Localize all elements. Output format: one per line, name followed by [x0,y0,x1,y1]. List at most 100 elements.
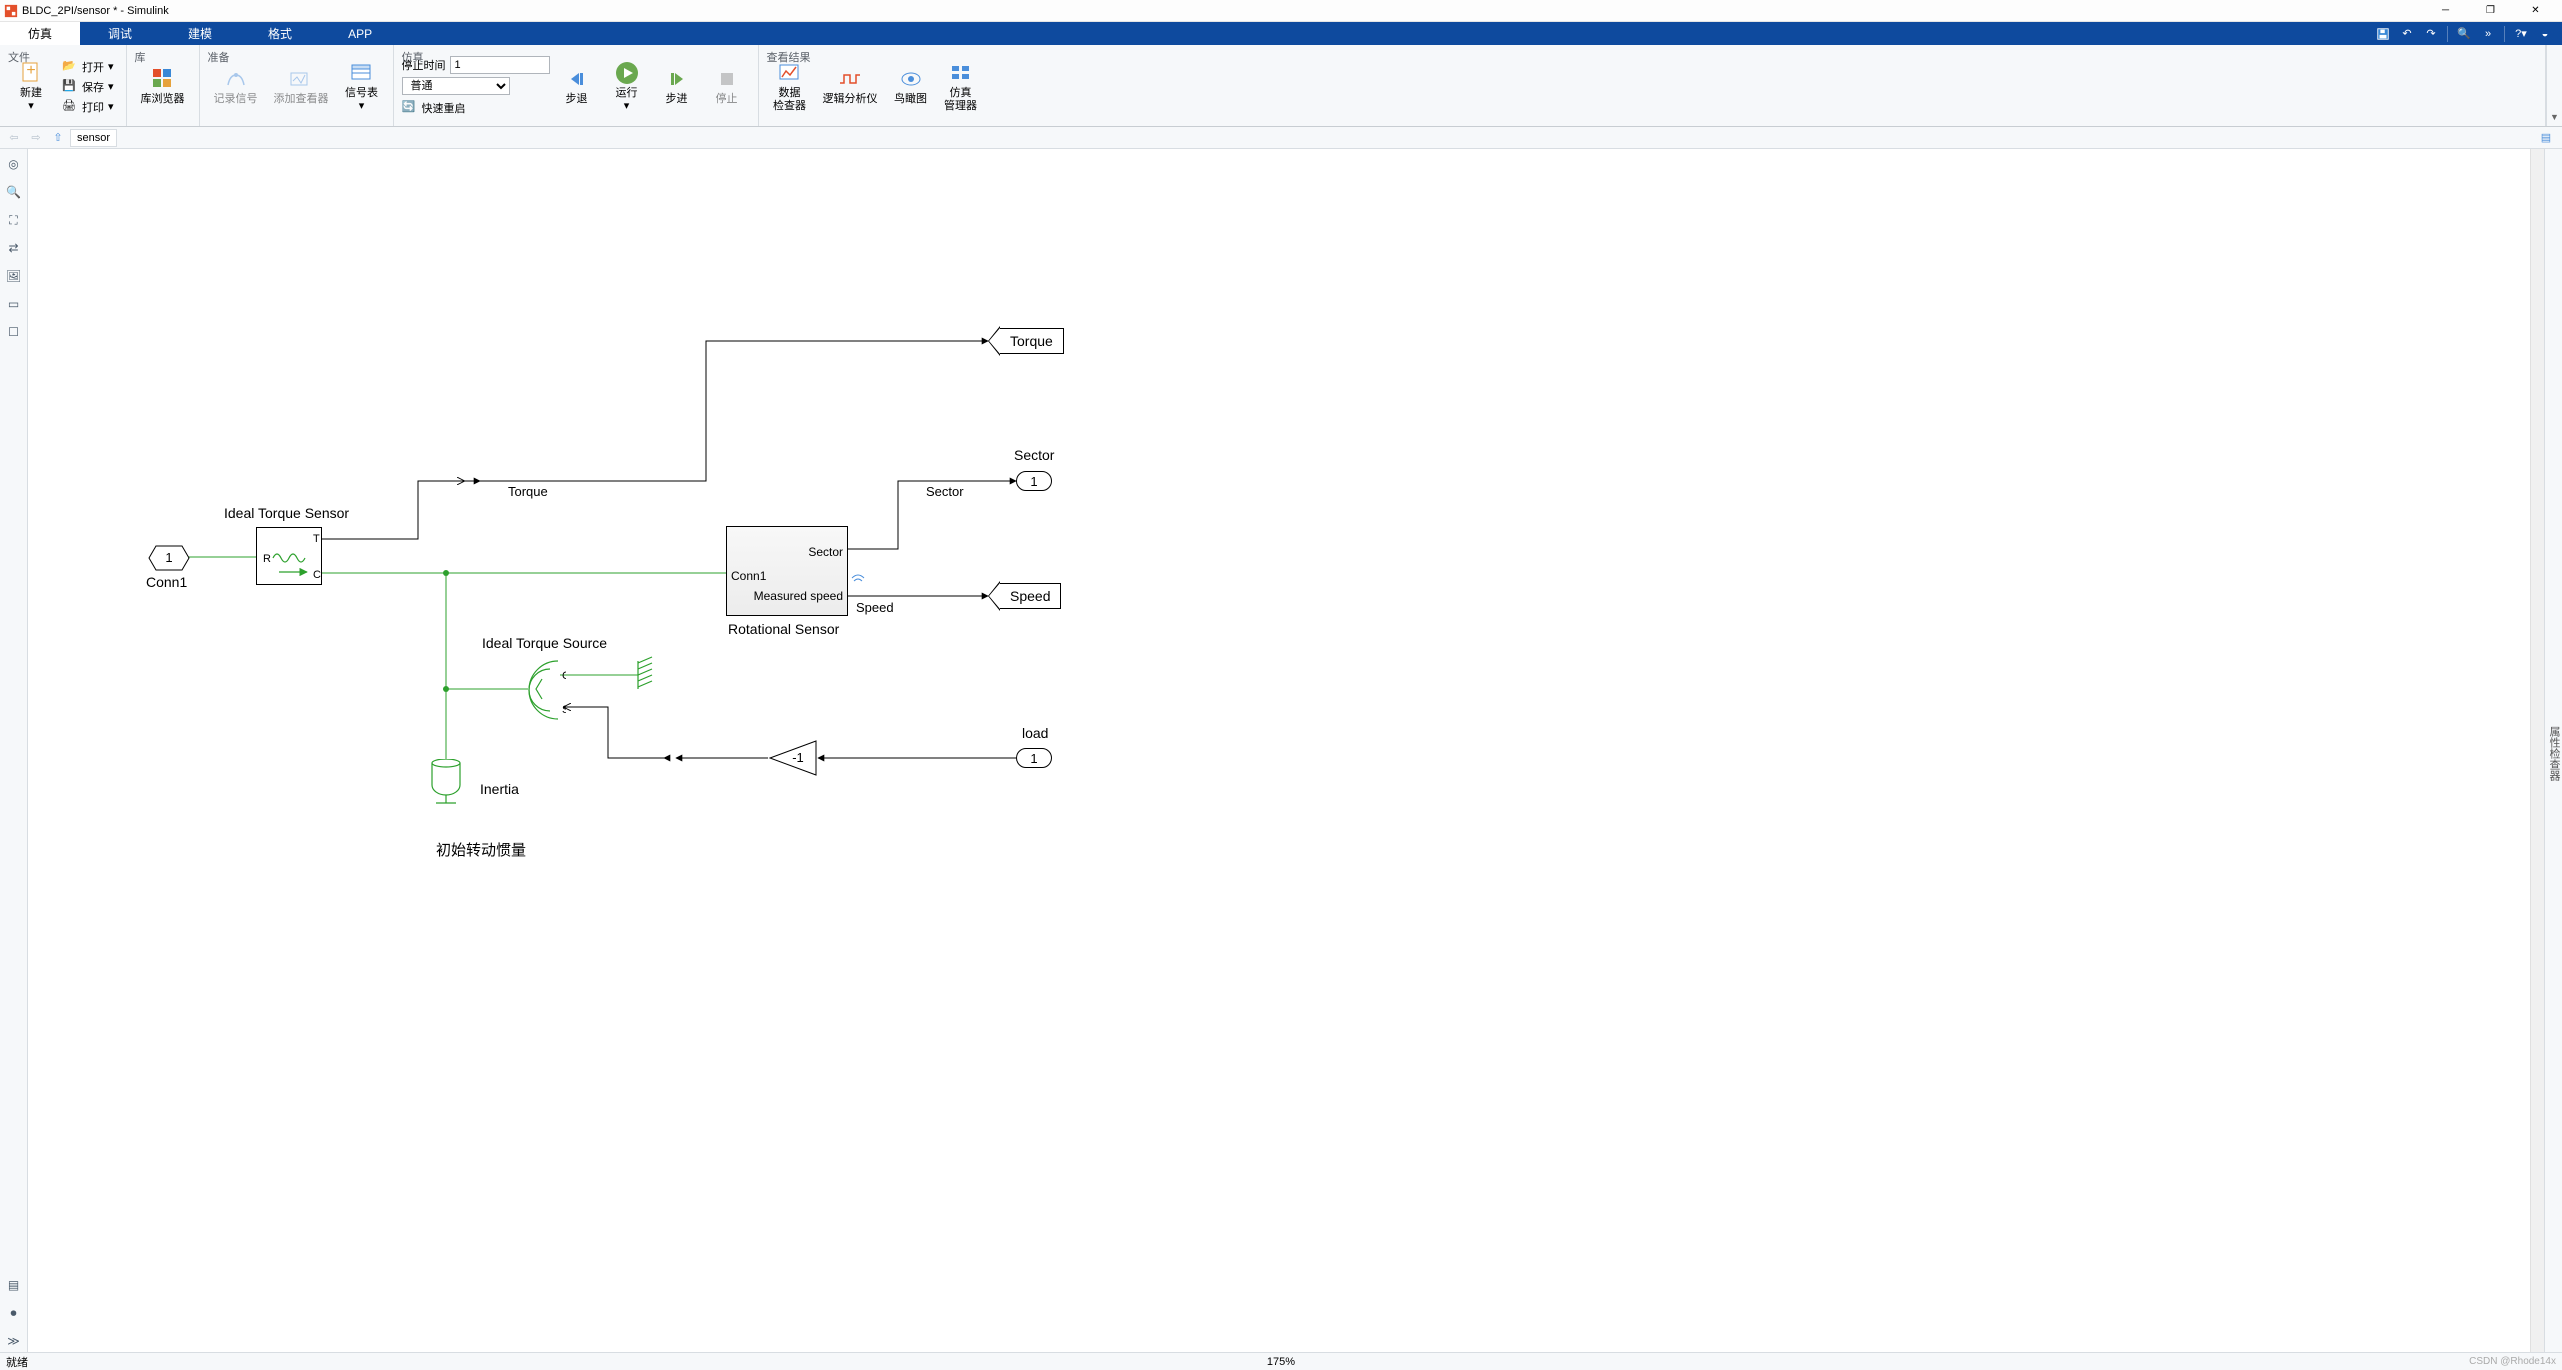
status-zoom[interactable]: 175% [1267,1356,1295,1368]
property-inspector-panel[interactable]: 属性检查器 [2544,149,2562,1352]
window-title: BLDC_2PI/sensor * - Simulink [22,5,2423,17]
block-out-load[interactable]: 1 [1016,748,1052,768]
qat-save-icon[interactable] [2372,24,2394,44]
birdseye-button[interactable]: 鸟瞰图 [888,56,934,118]
close-button[interactable]: ✕ [2513,0,2558,22]
canvas[interactable]: 1 Conn1 R T C Ideal Torque Sensor Sector… [28,149,2530,1352]
label-out-load: load [1022,725,1048,741]
stop-icon [715,67,739,91]
toolbar-palette: ◎ 🔍 ⛶ ⇄ 🖼 ▭ ☐ ▤ ⏺ ≫ [0,149,28,1352]
label-torque-sensor: Ideal Torque Sensor [224,505,349,521]
stop-button: 停止 [704,56,750,118]
step-fwd-button[interactable]: 步进 [654,56,700,118]
qat-search-icon[interactable]: 🔍 [2453,24,2475,44]
expand-icon[interactable]: ≫ [3,1330,25,1352]
add-viewer-button: 添加查看器 [268,56,335,118]
label-rot-sensor: Rotational Sensor [728,621,839,637]
fast-restart-icon: 🔄 [402,100,418,116]
block-goto-torque[interactable]: Torque [988,326,1064,356]
save-icon: 💾 [62,79,78,95]
tab-format[interactable]: 格式 [240,22,320,45]
tab-app[interactable]: APP [320,22,400,45]
open-icon: 📂 [62,59,78,75]
zoom-icon[interactable]: 🔍 [3,181,25,203]
status-bar: 就绪 175% CSDN @Rhode14x [0,1352,2562,1370]
scrollbar[interactable] [2530,149,2544,1352]
step-back-button[interactable]: 步退 [554,56,600,118]
tab-model[interactable]: 建模 [160,22,240,45]
play-icon [615,61,639,85]
ribbon-overflow[interactable]: ▼ [2546,45,2562,126]
ribbon: + 新建▾ 📂打开 ▾ 💾保存 ▾ 🖨打印 ▾ 文件 库浏览器 库 记录信号 [0,45,2562,127]
svg-text:C: C [313,569,321,581]
mode-select[interactable]: 普通 [402,77,510,95]
block-torque-sensor[interactable]: R T C [256,527,322,585]
group-label: 仿真 [402,47,424,68]
status-ready: 就绪 [6,1354,28,1370]
tab-sim[interactable]: 仿真 [0,22,80,45]
block-out-sector[interactable]: 1 [1016,471,1052,491]
qat-more-icon[interactable]: » [2477,24,2499,44]
qat-undo-icon[interactable]: ↶ [2396,24,2418,44]
image-icon[interactable]: 🖼 [3,265,25,287]
ribbon-group-sim: 停止时间 普通 🔄快速重启 步退 运行▾ 步进 停止 [394,45,759,126]
ribbon-tabs: 仿真 调试 建模 格式 APP ↶ ↷ 🔍 » ?▾ ◒ [0,22,2562,45]
block-inertia[interactable] [428,759,464,807]
bird-icon [899,67,923,91]
ribbon-group-review: 数据 检查器 逻辑分析仪 鸟瞰图 仿真 管理器 查看结果 [759,45,2546,126]
tab-debug[interactable]: 调试 [80,22,160,45]
goto-arrow-icon [988,326,1000,356]
library-icon [151,67,175,91]
antenna-icon [224,67,248,91]
qat-collapse-icon[interactable]: ◒ [2534,24,2556,44]
step-fwd-icon [665,67,689,91]
area-icon[interactable]: ▭ [3,293,25,315]
viewer-icon [289,67,313,91]
open-button[interactable]: 📂打开 ▾ [58,57,118,77]
fast-restart-button[interactable]: 🔄快速重启 [402,98,550,118]
signal-label-speed: Speed [856,600,894,615]
svg-text:C: C [562,670,566,682]
print-button[interactable]: 🖨打印 ▾ [58,97,118,117]
ribbon-group-lib: 库浏览器 库 [127,45,200,126]
block-gain[interactable]: -1 [768,739,818,777]
logic-icon [838,67,862,91]
block-torque-source[interactable]: R C S [526,659,566,721]
block-rot-sensor[interactable]: Sector Conn1 Measured speed [726,526,848,616]
nav-up-icon[interactable]: ⇧ [48,129,68,147]
group-label: 准备 [208,47,230,68]
qat-redo-icon[interactable]: ↷ [2420,24,2442,44]
svg-text:-1: -1 [792,750,804,765]
signal-label-torque: Torque [508,484,548,499]
sim-manager-button[interactable]: 仿真 管理器 [938,56,984,118]
port-conn1: Conn1 [731,569,766,583]
crumb-menu-icon[interactable]: ▤ [2536,129,2556,147]
hide-show-icon[interactable]: ◎ [3,153,25,175]
label-inertia: Inertia [480,781,519,797]
fit-icon[interactable]: ⛶ [3,209,25,231]
logic-analyzer-button[interactable]: 逻辑分析仪 [817,56,884,118]
group-label: 查看结果 [767,47,811,68]
min-button[interactable]: ─ [2423,0,2468,22]
max-button[interactable]: ❐ [2468,0,2513,22]
qat-help-icon[interactable]: ?▾ [2510,24,2532,44]
signal-table-button[interactable]: 信号表▾ [339,56,385,118]
port-speed: Measured speed [754,589,843,603]
stoptime-input[interactable] [450,56,550,74]
breadcrumb-path[interactable]: sensor [70,129,117,147]
toggle-icon[interactable]: ⇄ [3,237,25,259]
annotation-icon[interactable]: ☐ [3,321,25,343]
save-button[interactable]: 💾保存 ▾ [58,77,118,97]
block-conn1[interactable]: 1 [148,545,190,571]
group-label: 库 [135,47,146,68]
record-icon[interactable]: ⏺ [3,1302,25,1324]
run-button[interactable]: 运行▾ [604,56,650,118]
quick-access: ↶ ↷ 🔍 » ?▾ ◒ [2372,22,2562,45]
block-goto-speed[interactable]: Speed [988,581,1061,611]
label-conn1: Conn1 [146,574,187,590]
group-label: 文件 [8,47,30,68]
nav-fwd-icon: ⇨ [26,129,46,147]
model-browser-icon[interactable]: ▤ [3,1274,25,1296]
svg-text:S: S [562,704,566,716]
step-back-icon [565,67,589,91]
